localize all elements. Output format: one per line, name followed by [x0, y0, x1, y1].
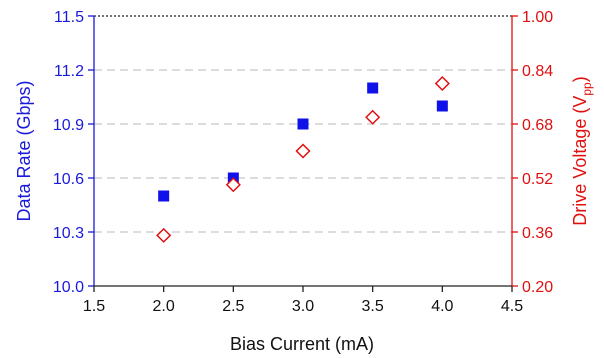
left-y-tick-label: 10.3	[53, 225, 84, 242]
axes	[88, 15, 518, 292]
right-y-axis-title: Drive Voltage (Vpp)	[570, 76, 594, 225]
left-y-tick-label: 11.2	[54, 63, 84, 80]
drive-voltage-point	[365, 109, 381, 125]
right-y-tick-label: 0.68	[522, 117, 553, 134]
tick-labels: 10.0 10.3 10.6 10.9 11.2 11.5 0.20 0.36 0.52 0.68…	[53, 9, 553, 315]
data-points	[156, 75, 450, 243]
right-y-axis-title-subscript: pp	[580, 82, 594, 96]
right-y-axis-title-suffix: )	[570, 76, 590, 82]
x-tick-label: 4.0	[431, 298, 453, 315]
x-tick-label: 1.5	[83, 298, 105, 315]
left-y-tick-label: 10.6	[53, 171, 84, 188]
x-axis-title: Bias Current (mA)	[230, 334, 374, 354]
data-rate-point	[297, 118, 309, 130]
left-y-tick-label: 10.9	[53, 117, 84, 134]
left-y-tick-label: 11.5	[54, 9, 84, 26]
x-tick-label: 3.5	[362, 298, 384, 315]
x-tick-label: 2.5	[222, 298, 244, 315]
data-rate-point	[436, 100, 448, 112]
right-y-axis-title-prefix: Drive Voltage (V	[570, 96, 590, 226]
drive-voltage-point	[156, 227, 172, 243]
left-y-axis-title: Data Rate (Gbps)	[14, 80, 34, 221]
right-y-tick-label: 0.36	[522, 225, 553, 242]
x-tick-label: 2.0	[153, 298, 175, 315]
x-tick-label: 4.5	[501, 298, 523, 315]
right-y-tick-label: 1.00	[522, 9, 553, 26]
right-y-tick-label: 0.52	[522, 171, 553, 188]
x-tick-label: 3.0	[292, 298, 314, 315]
data-rate-point	[158, 190, 170, 202]
drive-voltage-point	[434, 75, 450, 92]
drive-voltage-point	[225, 177, 241, 193]
drive-voltage-point	[295, 143, 311, 159]
right-y-tick-label: 0.20	[522, 279, 553, 296]
right-y-tick-label: 0.84	[522, 63, 553, 80]
left-y-tick-label: 10.0	[53, 279, 84, 296]
data-rate-point	[367, 82, 379, 94]
